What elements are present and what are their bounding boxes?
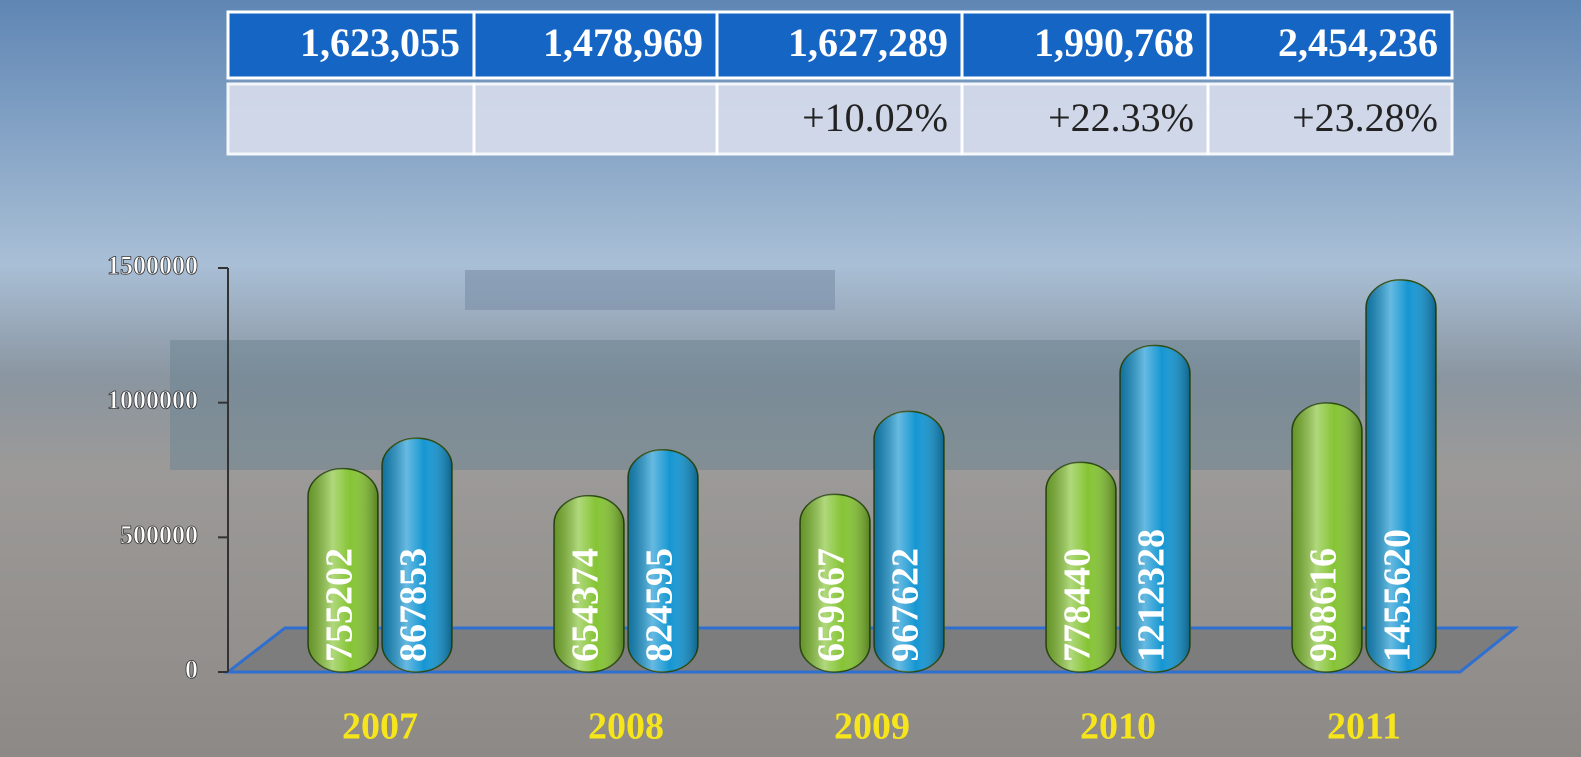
table-header-cell bbox=[1206, 10, 1454, 80]
bar-value-label: 824595 bbox=[639, 548, 681, 662]
table-cell bbox=[960, 82, 1210, 156]
bar-shine bbox=[800, 494, 870, 672]
bar-shine bbox=[308, 468, 378, 672]
x-tick-label: 2007 bbox=[342, 706, 418, 748]
bar-shine bbox=[1366, 279, 1436, 672]
table-cell bbox=[715, 82, 964, 156]
x-tick-label: 2008 bbox=[588, 706, 664, 748]
bar-shine bbox=[628, 449, 698, 672]
bar-value-label: 1455620 bbox=[1377, 529, 1419, 662]
total-value: 1,478,969 bbox=[543, 20, 703, 65]
total-value: 1,627,289 bbox=[788, 20, 948, 65]
growth-value: +22.33% bbox=[1048, 95, 1194, 140]
bar-shine bbox=[874, 411, 944, 672]
total-value: 1,623,055 bbox=[300, 20, 460, 65]
y-tick-label: 500000 bbox=[120, 520, 198, 549]
y-tick-label: 1500000 bbox=[107, 251, 198, 280]
bar-value-label: 654374 bbox=[565, 548, 607, 662]
x-tick-label: 2009 bbox=[834, 706, 910, 748]
x-tick-label: 2011 bbox=[1327, 706, 1401, 748]
bar-value-label: 998616 bbox=[1303, 548, 1345, 662]
x-tick-label: 2010 bbox=[1080, 706, 1156, 748]
bar-shine bbox=[382, 438, 452, 672]
bar-shine bbox=[1292, 403, 1362, 672]
table: 1,623,055 1,478,969 1,627,289 +10.02% 1,990,… bbox=[226, 10, 1454, 156]
bar-shine bbox=[1046, 462, 1116, 672]
growth-value: +23.28% bbox=[1292, 95, 1438, 140]
total-value: 1,990,768 bbox=[1034, 20, 1194, 65]
growth-value: +10.02% bbox=[802, 95, 948, 140]
table-cell bbox=[226, 82, 476, 156]
total-value: 2,454,236 bbox=[1278, 20, 1438, 65]
terminal-sign bbox=[465, 270, 835, 310]
bar-value-label: 659667 bbox=[811, 548, 853, 662]
table-cell bbox=[472, 82, 719, 156]
bar-value-label: 1212328 bbox=[1131, 529, 1173, 662]
bar-value-label: 755202 bbox=[319, 548, 361, 662]
y-tick-label: 1000000 bbox=[107, 386, 198, 415]
bar-shine bbox=[554, 495, 624, 672]
table-header-cell bbox=[715, 10, 964, 80]
y-tick-label: 0 bbox=[185, 655, 198, 684]
plot: 0 500000 1000000 1500000 2007 755202 867853 200… bbox=[107, 251, 1437, 748]
bar-value-label: 778440 bbox=[1057, 548, 1099, 662]
table-cell bbox=[1206, 82, 1454, 156]
bar-value-label: 867853 bbox=[393, 548, 435, 662]
table-header-cell bbox=[226, 10, 476, 80]
table-header-cell bbox=[960, 10, 1210, 80]
bar-shine bbox=[1120, 345, 1190, 672]
bar-value-label: 967622 bbox=[885, 548, 927, 662]
